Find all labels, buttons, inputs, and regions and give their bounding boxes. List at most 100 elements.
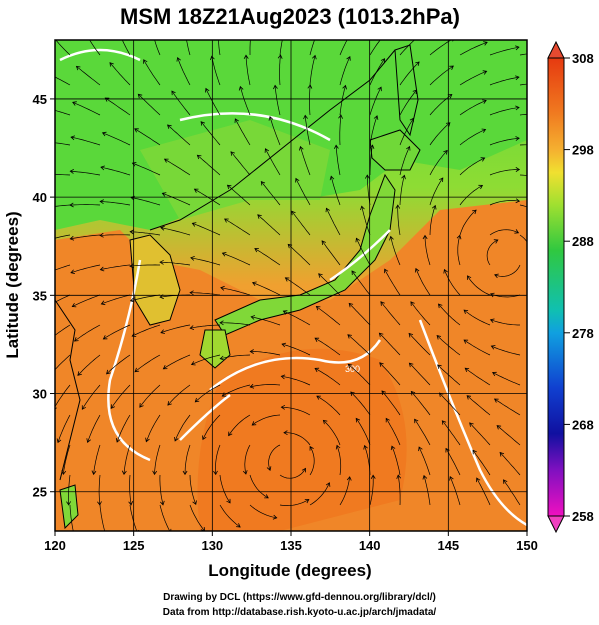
streamline-arrow (84, 30, 88, 34)
x-axis: 120 125 130 135 140 145 150 (44, 531, 538, 553)
y-tick-label: 45 (33, 92, 47, 107)
streamline-arrow (314, 367, 320, 373)
streamline (429, 177, 444, 206)
streamline-arrow (530, 257, 534, 261)
y-tick-label: 25 (33, 485, 47, 500)
x-tick-label: 135 (280, 538, 302, 553)
streamline-arrow (43, 71, 47, 75)
streamline (132, 162, 161, 176)
streamline (279, 54, 281, 86)
streamline-arrow (228, 431, 233, 437)
streamline (55, 174, 71, 176)
streamline-arrow (409, 117, 414, 123)
streamline-arrow (355, 417, 361, 423)
streamline-arrow (464, 367, 470, 373)
streamline-arrow (395, 204, 401, 209)
streamline-arrow (467, 275, 472, 280)
streamline-arrow (291, 210, 296, 216)
streamline (154, 444, 161, 475)
streamline-arrow (441, 420, 447, 425)
china-coastline (55, 299, 81, 481)
streamline-arrow (443, 149, 448, 155)
streamline (309, 446, 315, 476)
streamline (489, 137, 520, 146)
streamline-arrow (318, 273, 323, 278)
streamline (269, 116, 281, 146)
streamline-arrow (449, 475, 454, 481)
streamline-arrow (380, 301, 385, 306)
streamline (160, 324, 191, 334)
streamline (409, 362, 431, 386)
streamline (265, 148, 281, 176)
streamline (268, 444, 281, 471)
streamline-arrow (190, 256, 195, 261)
colorbar-tick-label: 278 (572, 326, 594, 341)
streamline (418, 446, 431, 476)
streamline (444, 269, 461, 296)
streamline-arrow (210, 55, 215, 61)
streamline (167, 124, 191, 146)
streamline (184, 444, 191, 475)
streamline (100, 201, 131, 206)
streamline (249, 40, 251, 55)
streamline (81, 384, 101, 410)
contour-label: 300 (345, 364, 360, 374)
streamline (339, 56, 351, 86)
streamline (459, 41, 488, 56)
streamline (105, 97, 131, 116)
streamline-arrow (348, 302, 354, 308)
streamline-arrow (489, 292, 495, 298)
streamline (123, 444, 131, 475)
streamline (429, 65, 454, 86)
streamline (74, 324, 101, 342)
streamline (220, 322, 251, 326)
streamline-arrow (234, 118, 239, 123)
streamline (189, 504, 205, 531)
streamline (211, 56, 221, 86)
streamline (489, 200, 520, 206)
streamline (254, 248, 281, 266)
streamline (304, 115, 311, 146)
streamline-arrow (316, 395, 321, 400)
streamline-arrow (307, 84, 313, 89)
streamline-arrow (202, 435, 207, 441)
streamline (72, 101, 101, 116)
streamline-arrow (329, 175, 335, 181)
streamline-arrow (193, 188, 199, 193)
streamline-arrow (322, 419, 328, 425)
streamline (463, 309, 491, 326)
y-axis-label: Latitude (degrees) (3, 211, 22, 358)
streamline (159, 504, 171, 531)
streamline-arrow (260, 180, 266, 186)
streamline (369, 40, 381, 56)
streamline (251, 316, 281, 326)
manchuria-region (140, 120, 330, 220)
x-tick-label: 140 (359, 538, 381, 553)
streamline-arrow (369, 144, 375, 149)
streamline (192, 222, 221, 236)
streamline (380, 301, 401, 326)
streamline-arrow (449, 65, 454, 70)
streamline-arrow (167, 528, 172, 531)
streamline-arrow (360, 205, 365, 211)
streamline (369, 145, 373, 175)
streamline-arrow (489, 318, 495, 324)
streamline-arrow (312, 54, 317, 60)
streamline (215, 444, 221, 475)
streamline-arrow (129, 229, 134, 235)
streamline-arrow (251, 421, 257, 426)
streamline (486, 239, 498, 266)
y-tick-label: 40 (33, 190, 47, 205)
streamline-arrow (236, 523, 241, 528)
streamline (519, 144, 527, 146)
streamline-arrow (42, 272, 46, 276)
streamline-arrow (481, 128, 487, 133)
streamline-arrow (121, 470, 127, 476)
streamline-arrow (191, 222, 197, 227)
streamline-arrow (408, 362, 414, 368)
streamline-arrow (447, 94, 453, 99)
streamline (489, 46, 519, 56)
streamline-arrow (46, 339, 50, 343)
streamline-arrow (321, 240, 326, 245)
